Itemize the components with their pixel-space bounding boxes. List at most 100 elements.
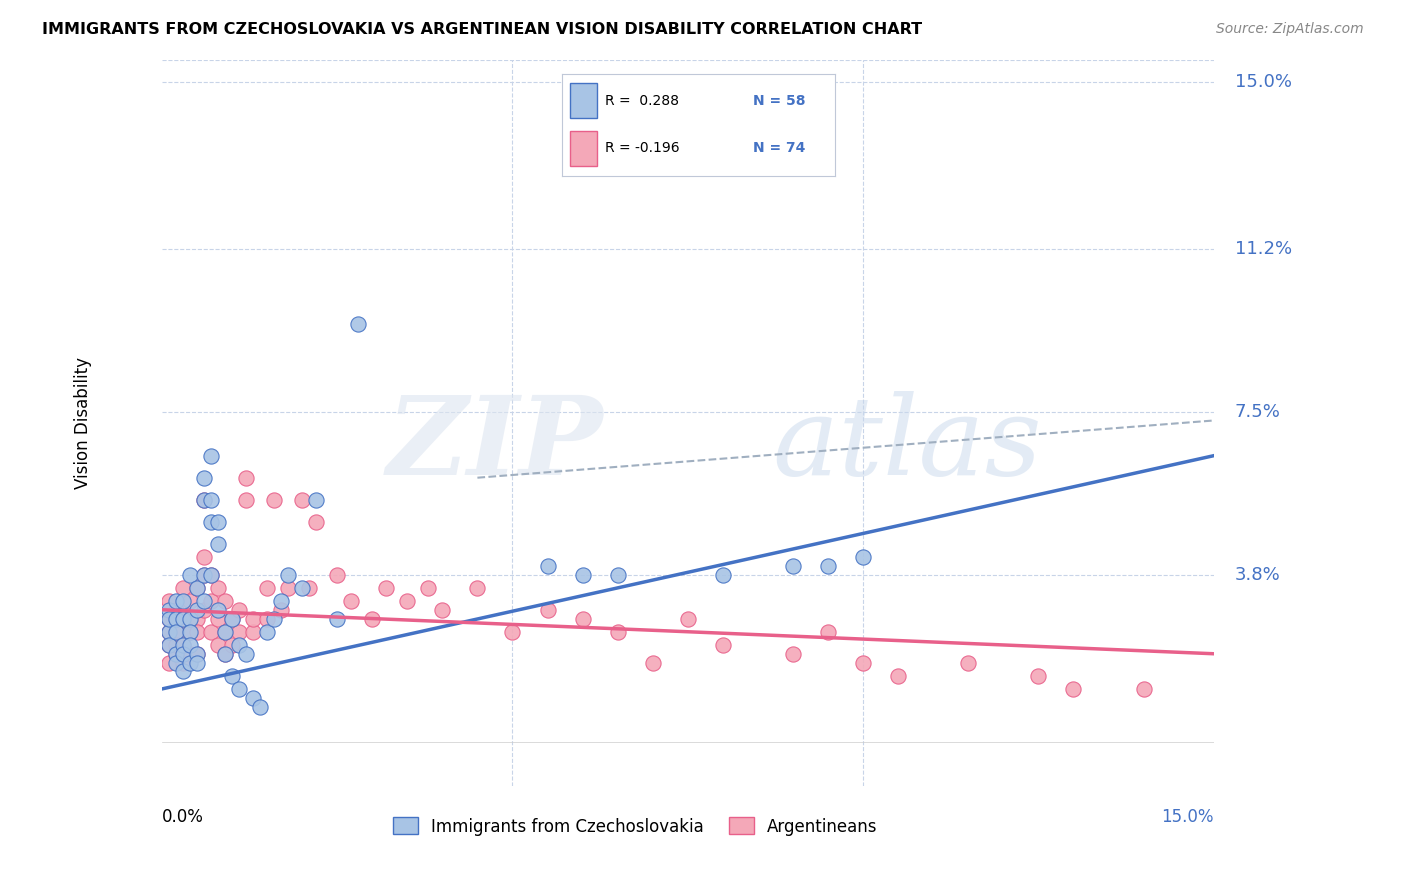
Point (256, 581, 278, 595)
Point (186, 603, 208, 617)
Point (207, 638, 229, 652)
Point (221, 611, 243, 625)
Point (347, 317, 370, 331)
Point (782, 647, 804, 661)
Point (186, 647, 208, 661)
Point (326, 611, 349, 625)
Point (193, 492, 215, 507)
Point (214, 594, 236, 608)
Text: 15.0%: 15.0% (1161, 808, 1213, 826)
Point (957, 656, 980, 670)
Point (326, 567, 349, 582)
Point (179, 656, 201, 670)
Point (165, 624, 187, 639)
Point (172, 638, 194, 652)
Point (157, 624, 180, 639)
Point (277, 581, 299, 595)
Point (1062, 681, 1084, 696)
Point (157, 611, 180, 625)
Point (200, 449, 222, 463)
Point (157, 638, 180, 652)
Point (200, 567, 222, 582)
Point (186, 611, 208, 625)
Text: 7.5%: 7.5% (1234, 402, 1281, 421)
Point (179, 611, 201, 625)
Text: 0.0%: 0.0% (162, 808, 204, 826)
Point (263, 492, 285, 507)
Point (270, 594, 292, 608)
Point (200, 624, 222, 639)
Point (165, 611, 187, 625)
Point (305, 515, 328, 529)
Point (221, 669, 243, 683)
Point (221, 638, 243, 652)
Legend: Immigrants from Czechoslovakia, Argentineans: Immigrants from Czechoslovakia, Argentin… (392, 817, 877, 836)
Point (1132, 681, 1154, 696)
Text: Vision Disability: Vision Disability (73, 357, 91, 489)
Point (242, 690, 264, 705)
Point (179, 611, 201, 625)
Point (418, 581, 440, 595)
Point (172, 594, 194, 608)
Point (571, 567, 593, 582)
Point (214, 647, 236, 661)
Point (396, 594, 419, 608)
Point (193, 492, 215, 507)
Point (221, 611, 243, 625)
Text: ZIP: ZIP (387, 391, 603, 499)
Point (432, 603, 454, 617)
Point (157, 594, 180, 608)
Point (179, 624, 201, 639)
Point (172, 581, 194, 595)
Point (172, 611, 194, 625)
Point (165, 656, 187, 670)
Point (235, 471, 257, 485)
Point (782, 558, 804, 573)
Point (179, 567, 201, 582)
Point (186, 647, 208, 661)
Point (501, 624, 523, 639)
Point (186, 624, 208, 639)
Point (165, 611, 187, 625)
Text: 15.0%: 15.0% (1234, 72, 1292, 91)
Point (263, 611, 285, 625)
Point (193, 567, 215, 582)
Point (193, 567, 215, 582)
Point (270, 603, 292, 617)
Point (291, 581, 314, 595)
Point (200, 594, 222, 608)
Point (467, 581, 489, 595)
Point (179, 638, 201, 652)
Text: 11.2%: 11.2% (1234, 240, 1292, 258)
Point (165, 647, 187, 661)
Point (172, 638, 194, 652)
Text: 3.8%: 3.8% (1234, 566, 1281, 583)
Point (536, 603, 558, 617)
Point (242, 624, 264, 639)
Point (676, 611, 699, 625)
Point (207, 581, 229, 595)
Point (193, 471, 215, 485)
Point (165, 594, 187, 608)
Point (361, 611, 384, 625)
Point (200, 492, 222, 507)
Point (340, 594, 363, 608)
Point (165, 647, 187, 661)
Point (291, 492, 314, 507)
Point (157, 656, 180, 670)
Text: IMMIGRANTS FROM CZECHOSLOVAKIA VS ARGENTINEAN VISION DISABILITY CORRELATION CHAR: IMMIGRANTS FROM CZECHOSLOVAKIA VS ARGENT… (42, 22, 922, 37)
Point (641, 656, 664, 670)
Point (235, 647, 257, 661)
Point (193, 594, 215, 608)
Point (186, 656, 208, 670)
Point (235, 492, 257, 507)
Point (817, 558, 839, 573)
Point (179, 647, 201, 661)
Point (817, 624, 839, 639)
Point (536, 558, 558, 573)
Point (606, 624, 628, 639)
Point (207, 537, 229, 551)
Point (214, 624, 236, 639)
Point (711, 638, 734, 652)
Point (214, 624, 236, 639)
